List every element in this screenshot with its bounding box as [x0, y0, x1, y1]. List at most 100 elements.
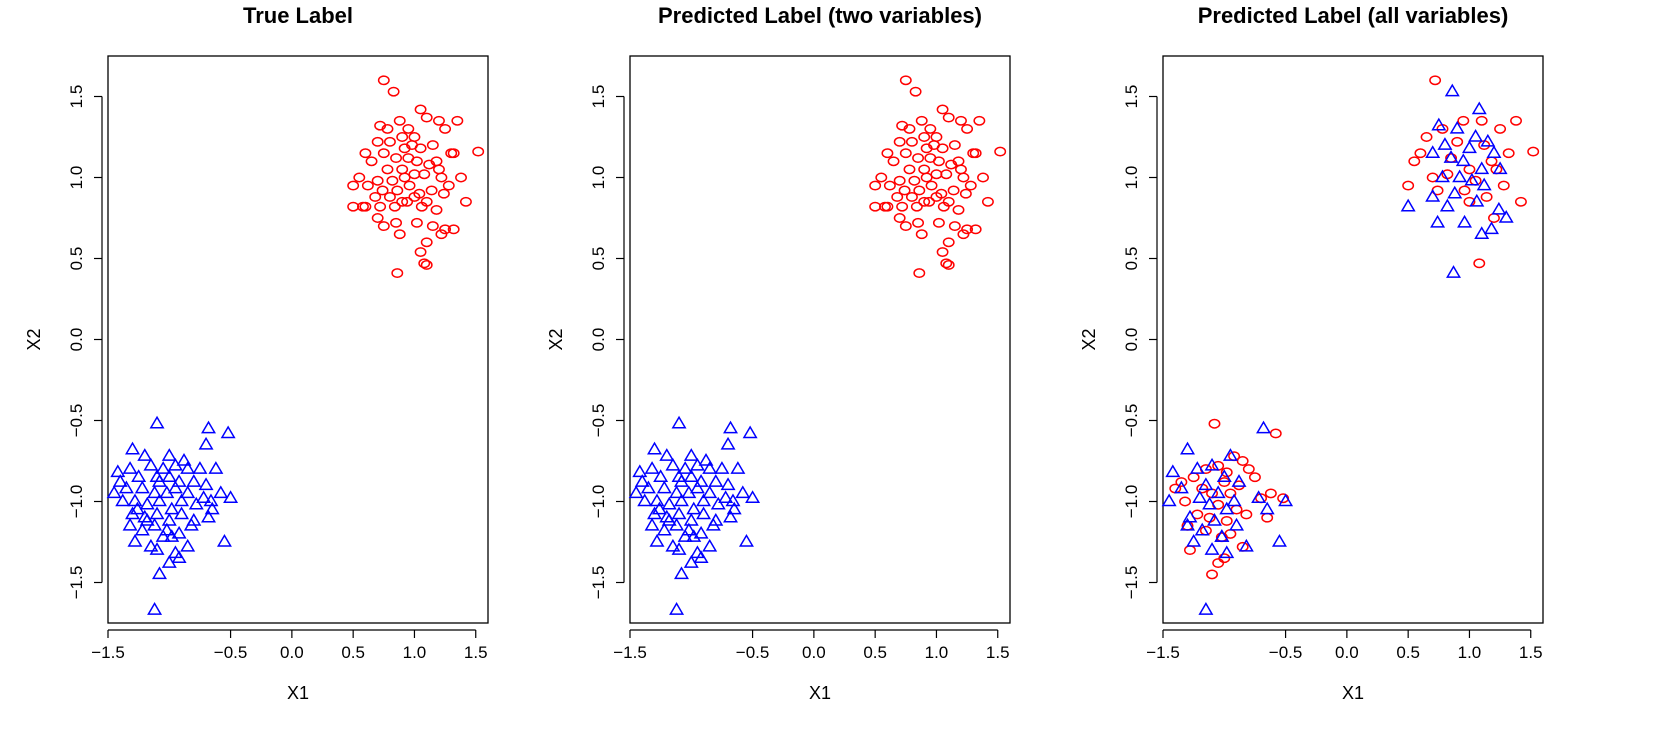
data-point-circle [924, 123, 937, 134]
data-point-triangle [192, 461, 208, 474]
data-point-circle [920, 143, 933, 154]
data-point-triangle [665, 538, 681, 552]
data-point-triangle [196, 490, 212, 504]
data-point-triangle [1251, 490, 1267, 504]
data-point-triangle [661, 496, 677, 510]
y-tick-label: 0.0 [1122, 328, 1141, 352]
data-point-triangle [742, 425, 758, 439]
data-point-circle [347, 180, 360, 191]
data-point-triangle [649, 534, 665, 547]
y-tick-label: 0.5 [67, 247, 86, 271]
y-tick-label: −0.5 [1122, 404, 1141, 438]
data-point-triangle [1491, 201, 1507, 215]
data-point-triangle [213, 485, 229, 499]
data-point-triangle [637, 493, 653, 507]
data-point-circle [1187, 472, 1200, 483]
data-point-circle [957, 229, 970, 240]
data-point-circle [923, 196, 936, 207]
data-point-triangle [159, 522, 175, 536]
data-point-circle [391, 185, 404, 196]
data-point-circle [398, 172, 411, 183]
data-point-circle [899, 221, 912, 232]
data-point-triangle [139, 496, 155, 510]
y-tick-label: 1.5 [589, 85, 608, 109]
data-point-triangle [1431, 117, 1447, 131]
data-point-triangle [112, 474, 128, 487]
data-point-triangle [634, 474, 650, 487]
data-point-circle [408, 132, 421, 142]
data-point-circle [393, 229, 406, 240]
data-point-circle [410, 156, 423, 167]
data-point-triangle [149, 506, 165, 520]
data-point-triangle [155, 461, 171, 474]
data-point-circle [420, 260, 433, 270]
data-point-triangle [134, 480, 150, 494]
data-point-triangle [659, 448, 675, 461]
x-tick-label: 0.0 [280, 643, 304, 662]
data-point-circle [1208, 418, 1221, 429]
data-point-triangle [198, 477, 214, 491]
data-point-triangle [139, 512, 155, 526]
data-point-circle [973, 115, 986, 126]
data-point-triangle [151, 474, 167, 487]
data-point-circle [1264, 488, 1277, 499]
data-point-triangle [1256, 420, 1272, 434]
y-tick-label: 1.5 [1122, 85, 1141, 109]
data-point-circle [883, 180, 896, 191]
data-point-triangle [723, 509, 739, 523]
data-point-circle [898, 185, 911, 196]
data-point-triangle [1259, 501, 1275, 515]
data-point-triangle [147, 602, 163, 615]
data-point-triangle [115, 493, 131, 507]
data-point-triangle [110, 464, 126, 478]
data-point-triangle [198, 436, 214, 450]
data-point-circle [1527, 146, 1540, 157]
data-point-triangle [1480, 133, 1496, 147]
data-point-triangle [726, 501, 742, 515]
data-point-triangle [632, 464, 648, 478]
data-point-circle [977, 172, 989, 183]
data-point-triangle [122, 461, 138, 474]
data-point-triangle [669, 602, 685, 615]
y-tick-label: −1.5 [67, 566, 86, 600]
data-point-circle [899, 75, 912, 86]
data-point-circle [1473, 258, 1486, 269]
data-point-circle [383, 191, 396, 202]
x-tick-label: 1.5 [464, 643, 488, 662]
data-point-circle [887, 156, 900, 167]
data-point-circle [969, 224, 982, 235]
data-point-triangle [1216, 469, 1232, 482]
data-point-triangle [1464, 172, 1480, 186]
data-point-triangle [1186, 534, 1202, 547]
data-point-circle [1236, 456, 1249, 466]
data-point-circle [869, 201, 882, 212]
data-point-triangle [720, 436, 736, 450]
data-point-triangle [174, 506, 190, 520]
data-point-circle [869, 180, 882, 191]
data-point-triangle [183, 517, 199, 531]
data-point-triangle [149, 542, 165, 555]
data-point-triangle [1400, 198, 1416, 212]
data-point-triangle [671, 415, 687, 429]
data-point-circle [918, 196, 931, 207]
data-point-triangle [164, 529, 180, 542]
data-point-triangle [137, 448, 153, 461]
data-point-circle [879, 201, 891, 212]
data-point-triangle [1202, 496, 1218, 510]
data-point-circle [396, 196, 409, 207]
data-point-circle [369, 191, 382, 202]
data-point-triangle [693, 525, 709, 539]
data-point-triangle [649, 493, 665, 507]
data-point-triangle [1231, 474, 1247, 487]
data-point-circle [439, 224, 452, 235]
data-point-triangle [1461, 140, 1477, 154]
y-tick-label: −1.5 [589, 566, 608, 600]
data-point-circle [1206, 569, 1218, 580]
data-point-circle [377, 148, 390, 159]
data-point-triangle [176, 453, 192, 466]
data-point-circle [942, 260, 955, 270]
data-point-circle [1497, 180, 1510, 191]
data-point-triangle [131, 469, 147, 482]
data-point-circle [937, 201, 950, 212]
data-point-triangle [738, 534, 754, 547]
